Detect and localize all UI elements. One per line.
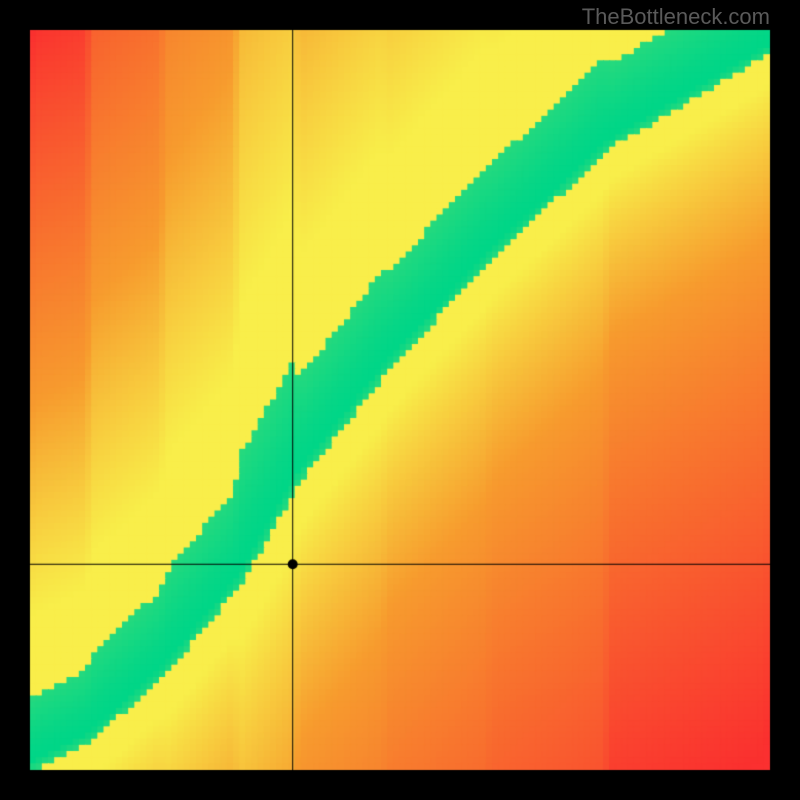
chart-container: TheBottleneck.com: [0, 0, 800, 800]
bottleneck-heatmap: [0, 0, 800, 800]
watermark-text: TheBottleneck.com: [582, 4, 770, 30]
